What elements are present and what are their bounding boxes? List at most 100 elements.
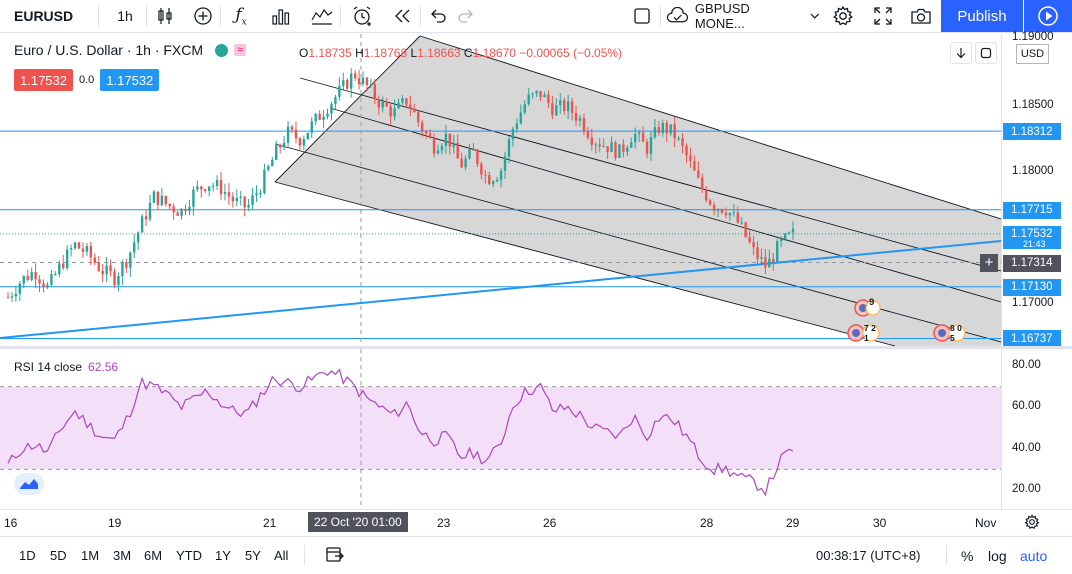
candle-body [58,263,61,275]
settings-button[interactable] [828,0,858,32]
candle-body [791,228,795,233]
candle-body [231,196,235,202]
rsi-pane[interactable] [0,349,1001,509]
candle-body [322,116,325,120]
maximize-pane-button[interactable] [975,42,997,64]
rsi-legend: RSI 14 close 62.56 [14,360,118,374]
candle-body [275,145,278,160]
log-scale-toggle[interactable]: log [988,548,1007,564]
candle-body [484,174,487,176]
candle-body [570,101,574,113]
indicators-button[interactable]: ƒx [228,0,254,32]
candle-body [18,283,22,294]
bottom-divider [946,545,947,565]
candle-body [653,127,657,138]
fullscreen-button[interactable] [868,0,898,32]
candle-body [665,122,668,134]
rsi-tick: 20.00 [1012,483,1041,495]
add-plus-button[interactable]: + [980,253,998,272]
candle-body [239,196,242,198]
candle-body [748,236,751,243]
candle-body [152,191,156,203]
candle-body [30,272,33,280]
currency-button[interactable]: USD [1016,44,1049,64]
gear-icon [833,5,853,26]
flag-event-icon [854,299,881,317]
alert-button[interactable] [348,0,376,32]
chart-type-button[interactable] [152,0,178,32]
compare-button[interactable] [190,0,216,32]
event-marker[interactable]: 8 0 5 [932,322,966,344]
event-marker[interactable]: 7 2 1 [846,322,880,344]
range-button-5d[interactable]: 5D [50,548,67,563]
publish-button[interactable]: Publish [941,0,1023,32]
rsi-axis[interactable]: 80.00 60.00 40.00 20.00 [1001,349,1072,509]
ohlc-low-key: L [410,46,418,60]
candle-body [456,142,459,159]
candle-body [346,80,349,89]
toolbar-divider [340,6,341,26]
channel-edge-line [274,35,421,183]
range-button-all[interactable]: All [274,548,289,563]
candle-body [271,159,274,167]
price-axis[interactable]: 1.18500 1.18000 1.17000 1.19000 1.18312 1.177… [980,31,1072,348]
pane-separator[interactable] [0,346,1072,349]
candle-body [227,192,231,197]
candle-body [559,100,562,106]
financials-button[interactable] [268,0,294,32]
scroll-down-button[interactable] [950,42,972,64]
candle-body [760,257,763,259]
ohlc-values: O1.18735 H1.18768 L1.18663 C1.18670 −0.0… [299,46,622,60]
clock-timezone[interactable]: 00:38:17 (UTC+8) [816,548,921,563]
candle-body [566,101,570,112]
range-button-3m[interactable]: 3M [113,548,132,563]
range-button-ytd[interactable]: YTD [176,548,202,563]
candle-body [460,158,463,168]
symbol-search-button[interactable]: EURUSD [14,0,74,32]
candle-body [294,129,298,139]
candle-body [492,181,495,185]
candle-body [417,112,420,123]
channel-fill [275,36,1001,346]
tradingview-logo[interactable] [14,473,44,495]
redo-button[interactable] [454,0,478,32]
data-status-icon: ≈ [234,44,247,56]
interval-button[interactable]: 1h [108,0,142,32]
live-stream-button[interactable] [1024,0,1072,32]
candle-body [685,146,688,156]
price-tag: 1.17715 [1003,201,1061,219]
range-button-1d[interactable]: 1D [19,548,36,563]
snapshot-button[interactable] [906,0,936,32]
candle-body [357,78,361,84]
replay-button[interactable] [388,0,416,32]
rsi-tick: 40.00 [1012,441,1041,454]
price-chart-pane[interactable] [0,34,1001,346]
range-button-5y[interactable]: 5Y [245,548,261,563]
candle-body [133,242,136,253]
candle-body [97,262,100,271]
candle-body [468,149,471,159]
candle-body [361,77,365,84]
buy-button[interactable]: 1.17532 [100,69,160,91]
layout-menu-button[interactable]: GBPUSD MONE... [666,0,820,32]
sell-button[interactable]: 1.17532 [14,69,73,91]
axis-settings-button[interactable] [1024,514,1040,535]
range-button-1y[interactable]: 1Y [215,548,231,563]
undo-button[interactable] [426,0,450,32]
templates-button[interactable] [308,0,336,32]
range-button-1m[interactable]: 1M [81,548,100,563]
candle-body [444,133,448,146]
top-toolbar: EURUSD 1h ƒx GBPUSD MONE... [0,0,1072,33]
event-marker[interactable]: 9 [853,297,883,319]
toolbar-divider [146,6,147,26]
range-button-6m[interactable]: 6M [144,548,163,563]
auto-scale-toggle[interactable]: auto [1020,548,1048,564]
percent-scale-toggle[interactable]: % [961,548,974,564]
multi-layout-button[interactable] [628,0,656,32]
candle-body [204,189,207,191]
candle-body [148,202,152,220]
time-tick: 30 [873,516,887,530]
time-axis[interactable]: 16 19 21 23 26 28 29 30 Nov 22 Oct '20 0… [0,509,1072,535]
candle-body [365,77,369,86]
go-to-date-button[interactable] [325,546,345,569]
